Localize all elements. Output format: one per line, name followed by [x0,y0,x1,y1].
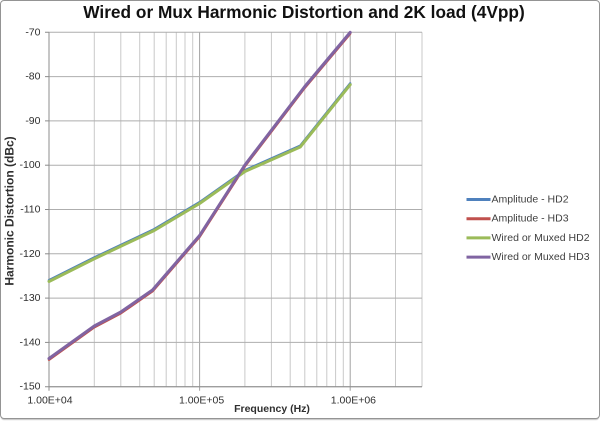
svg-text:Wired or Mux Harmonic Distorti: Wired or Mux Harmonic Distortion and 2K … [83,2,525,22]
svg-text:1.00E+06: 1.00E+06 [331,395,376,407]
svg-text:Amplitude - HD2: Amplitude - HD2 [492,194,569,206]
svg-text:-80: -80 [25,71,40,83]
svg-text:-70: -70 [25,26,40,38]
svg-text:-140: -140 [19,336,40,348]
svg-text:-100: -100 [19,159,40,171]
svg-text:1.00E+04: 1.00E+04 [27,395,72,407]
svg-text:-90: -90 [25,115,40,127]
svg-text:Harmonic Distortion (dBc): Harmonic Distortion (dBc) [3,136,17,285]
svg-text:-130: -130 [19,292,40,304]
svg-text:-120: -120 [19,248,40,260]
svg-text:1.00E+05: 1.00E+05 [179,395,224,407]
svg-text:Wired or Muxed HD3: Wired or Muxed HD3 [492,251,590,263]
svg-text:Frequency (Hz): Frequency (Hz) [234,403,310,415]
svg-text:-110: -110 [20,204,40,216]
svg-text:Amplitude - HD3: Amplitude - HD3 [492,213,569,225]
svg-text:-150: -150 [19,381,40,393]
svg-text:Wired or Muxed HD2: Wired or Muxed HD2 [492,232,590,244]
